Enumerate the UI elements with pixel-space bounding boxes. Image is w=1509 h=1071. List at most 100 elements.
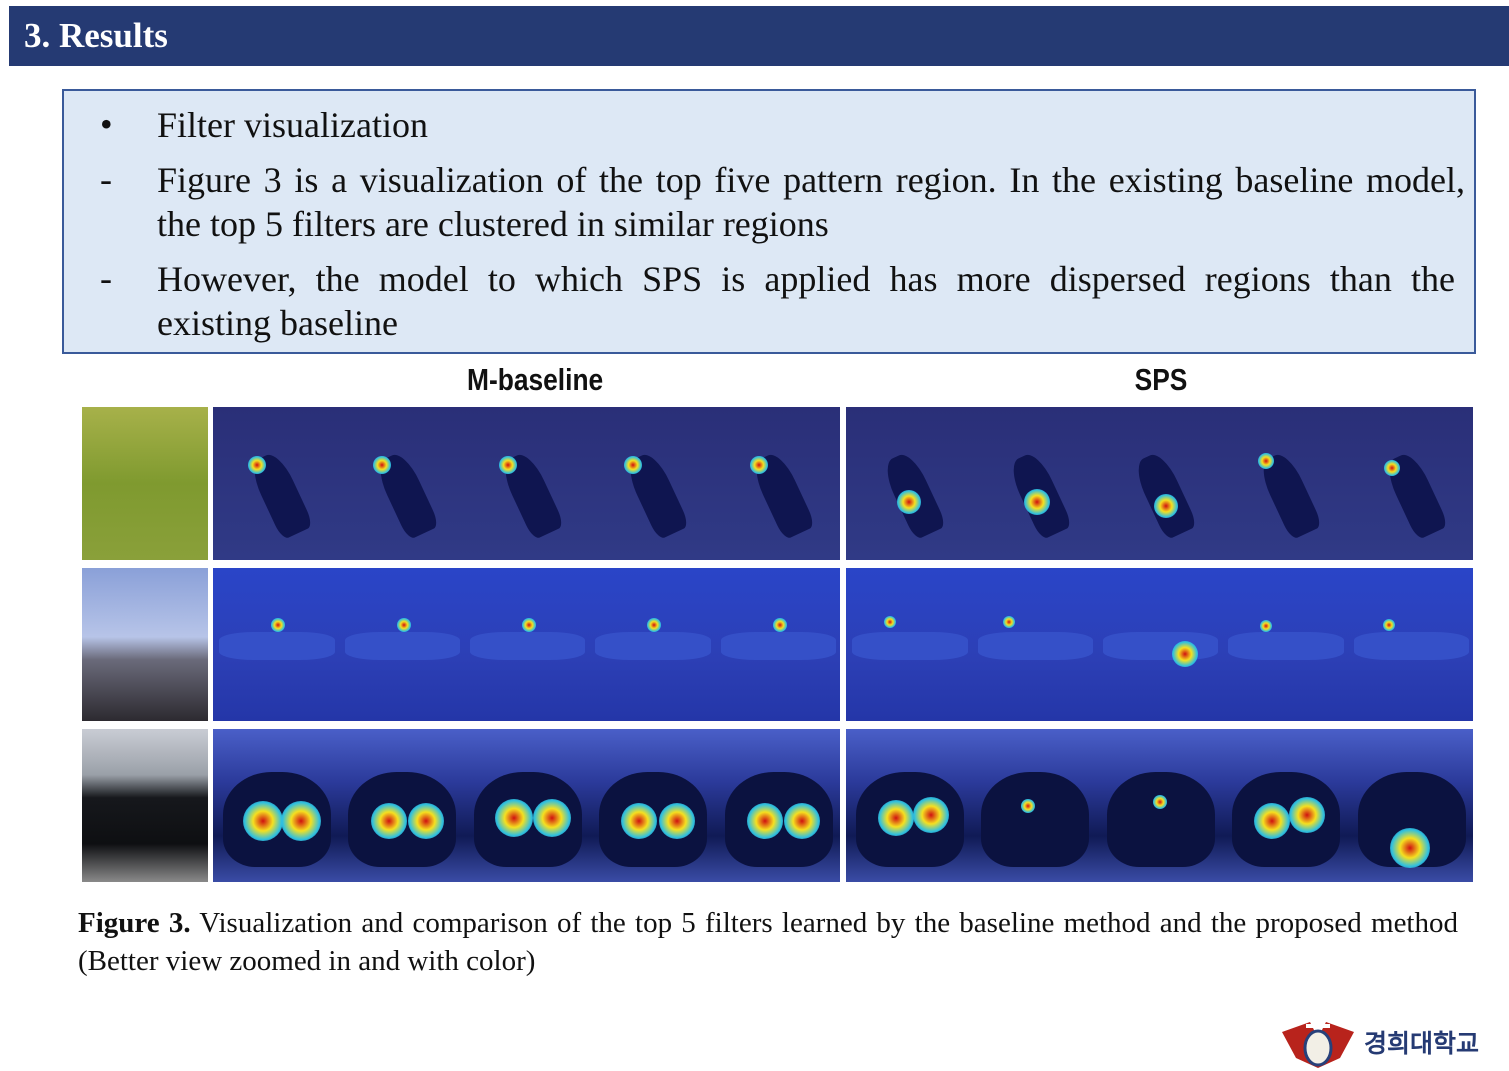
- heatmap-image: [1096, 407, 1223, 560]
- heatmap-image: [463, 407, 590, 560]
- activation-hotspot: [659, 802, 695, 839]
- activation-hotspot: [247, 456, 266, 475]
- m-baseline-panel-airplane: [213, 568, 840, 721]
- heatmap-image: [338, 568, 464, 721]
- object-silhouette: [981, 771, 1090, 867]
- object-silhouette: [977, 632, 1094, 660]
- heatmap-image: [338, 729, 464, 882]
- heatmap-image: [971, 407, 1097, 560]
- activation-hotspot: [647, 617, 662, 632]
- heatmap-image: [846, 568, 972, 721]
- item-2-line-1: However, the model to which SPS is appli…: [157, 259, 1455, 299]
- university-name: 경희대학교: [1364, 1029, 1480, 1058]
- activation-hotspot: [621, 802, 658, 839]
- bullet-marker: •: [100, 104, 113, 144]
- caption-label: Figure 3.: [78, 907, 191, 939]
- object-silhouette: [470, 632, 586, 660]
- object-silhouette: [344, 632, 461, 660]
- m-baseline-panel-car: [213, 729, 840, 882]
- activation-hotspot: [1023, 488, 1050, 515]
- heatmap-image: [213, 407, 339, 560]
- activation-hotspot: [749, 456, 768, 475]
- heatmap-image: [1096, 568, 1223, 721]
- heatmap-image: [971, 568, 1097, 721]
- activation-hotspot: [522, 617, 537, 632]
- heatmap-image: [338, 407, 464, 560]
- summary-box: • Filter visualization - Figure 3 is a v…: [62, 89, 1476, 354]
- activation-hotspot: [1289, 796, 1326, 833]
- activation-hotspot: [1171, 640, 1198, 667]
- activation-hotspot: [373, 456, 392, 475]
- object-silhouette: [1106, 771, 1215, 867]
- original-image-car: [82, 729, 208, 882]
- activation-hotspot: [883, 615, 896, 628]
- heatmap-image: [589, 407, 715, 560]
- activation-hotspot: [532, 798, 571, 837]
- heatmap-image: [1222, 729, 1348, 882]
- column-header-m-baseline: M-baseline: [467, 362, 604, 397]
- heatmap-image: [213, 568, 339, 721]
- activation-hotspot: [1003, 615, 1016, 628]
- item-1-line-1: Figure 3 is a visualization of the top f…: [157, 160, 1465, 200]
- heatmap-image: [1222, 407, 1348, 560]
- heatmap-image: [213, 729, 339, 882]
- activation-hotspot: [280, 800, 321, 841]
- heatmap-image: [971, 729, 1097, 882]
- activation-hotspot: [1383, 618, 1395, 631]
- heatmap-image: [846, 729, 972, 882]
- original-image-airplane: [82, 568, 208, 721]
- activation-hotspot: [408, 802, 445, 839]
- heatmap-image: [1347, 729, 1473, 882]
- object-silhouette: [1353, 632, 1470, 660]
- activation-hotspot: [271, 617, 286, 632]
- university-logo: 경희대학교: [1280, 1016, 1505, 1070]
- activation-hotspot: [1254, 802, 1291, 839]
- slide-title: 3. Results: [24, 16, 168, 55]
- object-silhouette: [1103, 632, 1219, 660]
- original-image-bird: [82, 407, 208, 560]
- heatmap-image: [1096, 729, 1223, 882]
- heatmap-image: [463, 729, 590, 882]
- sps-panel-airplane: [846, 568, 1473, 721]
- heatmap-image: [1347, 407, 1473, 560]
- activation-hotspot: [494, 798, 533, 837]
- activation-hotspot: [784, 802, 821, 839]
- activation-hotspot: [1020, 798, 1035, 813]
- heatmap-image: [589, 568, 715, 721]
- activation-hotspot: [370, 802, 407, 839]
- heatmap-image: [1347, 568, 1473, 721]
- column-header-sps: SPS: [1134, 362, 1188, 397]
- heatmap-image: [714, 729, 840, 882]
- heatmap-image: [589, 729, 715, 882]
- caption-text: Visualization and comparison of the top …: [78, 907, 1458, 977]
- dash-marker: -: [100, 258, 112, 298]
- heatmap-image: [846, 407, 972, 560]
- activation-hotspot: [396, 617, 411, 632]
- figure-caption: Figure 3. Visualization and comparison o…: [78, 904, 1458, 980]
- item-2-line-2: existing baseline: [157, 303, 398, 343]
- object-silhouette: [595, 632, 711, 660]
- bullet-heading: Filter visualization: [157, 105, 428, 145]
- object-silhouette: [219, 632, 335, 660]
- activation-hotspot: [1258, 452, 1275, 469]
- university-seal-icon: [1282, 1022, 1354, 1068]
- activation-hotspot: [243, 800, 284, 841]
- activation-hotspot: [1390, 828, 1431, 869]
- activation-hotspot: [1152, 795, 1167, 810]
- activation-hotspot: [772, 617, 787, 632]
- activation-hotspot: [896, 489, 921, 514]
- item-1-line-2: the top 5 filters are clustered in simil…: [157, 204, 829, 244]
- activation-hotspot: [878, 799, 915, 836]
- activation-hotspot: [498, 456, 517, 475]
- heatmap-image: [714, 407, 840, 560]
- activation-hotspot: [1383, 460, 1400, 477]
- activation-hotspot: [624, 456, 643, 475]
- object-silhouette: [1228, 632, 1344, 660]
- dash-marker: -: [100, 159, 112, 199]
- heatmap-image: [463, 568, 590, 721]
- object-silhouette: [852, 632, 968, 660]
- heatmap-image: [714, 568, 840, 721]
- activation-hotspot: [1153, 494, 1178, 519]
- heatmap-image: [1222, 568, 1348, 721]
- activation-hotspot: [1260, 620, 1273, 633]
